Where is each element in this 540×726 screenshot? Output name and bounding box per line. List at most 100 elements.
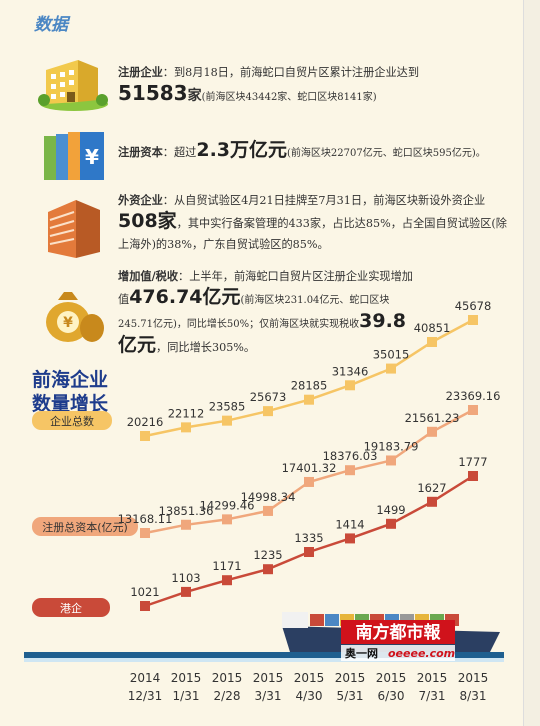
x-tick-year: 2015 <box>171 671 202 685</box>
foreign-enterprises-item: 外资企业：从自贸试验区4月21日挂牌至7月31日，前海区块新设外资企业 508家，… <box>118 190 514 255</box>
data-point <box>345 533 355 544</box>
foreign-number: 508家 <box>118 210 177 232</box>
data-point <box>140 431 150 441</box>
x-tick-date: 12/31 <box>128 689 163 703</box>
data-point <box>263 564 273 575</box>
data-point <box>427 496 437 507</box>
x-tick-date: 6/30 <box>378 689 405 703</box>
data-label: 1103 <box>171 571 200 585</box>
registered-label: 注册企业 <box>118 66 163 79</box>
x-axis-band <box>118 664 508 712</box>
money-bag-icon: ¥ <box>46 292 104 342</box>
capital-number: 2.3万亿元 <box>196 139 288 161</box>
data-point <box>386 363 396 374</box>
tax-text3: ，同比增长305%。 <box>156 341 256 354</box>
data-point <box>140 528 150 538</box>
data-label: 17401.32 <box>282 461 337 475</box>
data-point <box>263 505 273 516</box>
data-label: 1235 <box>253 548 282 562</box>
chart-title-line1: 前海企业 <box>32 368 108 391</box>
foreign-label: 外资企业 <box>118 194 163 207</box>
x-tick-date: 3/31 <box>255 689 282 703</box>
data-point <box>427 426 437 437</box>
x-tick-year: 2015 <box>376 671 407 685</box>
series-label-1: 企业总数 <box>50 414 94 428</box>
data-label: 25673 <box>250 390 287 404</box>
registered-text: ：到8月18日，前海蛇口自贸片区累计注册企业达到 <box>162 66 420 79</box>
data-label: 1335 <box>294 531 323 545</box>
tax-number1: 476.74亿元 <box>129 286 241 308</box>
data-label: 13168.11 <box>118 512 173 526</box>
x-tick-year: 2015 <box>417 671 448 685</box>
data-point <box>468 471 478 481</box>
data-label: 1777 <box>458 455 487 469</box>
x-tick-year: 2015 <box>335 671 366 685</box>
registered-detail: (前海区块43442家、蛇口区块8141家) <box>201 92 377 103</box>
office-tower-icon <box>48 200 100 258</box>
svg-text:¥: ¥ <box>63 315 73 331</box>
tax-text: ：上半年，前海蛇口自贸片区注册企业实现增加值 <box>118 270 413 306</box>
data-label: 45678 <box>455 299 492 313</box>
data-label: 13851.36 <box>159 504 214 518</box>
data-point <box>345 380 355 391</box>
data-point <box>181 422 191 433</box>
foreign-text: ：从自贸试验区4月21日挂牌至7月31日，前海区块新设外资企业 <box>162 194 486 207</box>
data-label: 1414 <box>335 517 364 531</box>
data-label: 18376.03 <box>323 449 378 463</box>
series-label-box-1 <box>32 411 112 430</box>
data-label: 21561.23 <box>405 411 460 425</box>
watermark-site: 奥一网 <box>344 646 378 660</box>
data-label: 22112 <box>168 406 205 420</box>
x-tick-year: 2015 <box>212 671 243 685</box>
data-point <box>222 514 232 525</box>
tax-label: 增加值/税收 <box>118 270 179 283</box>
x-tick-date: 5/31 <box>337 689 364 703</box>
data-point <box>304 394 314 405</box>
capital-detail: (前海区块22707亿元、蛇口区块595亿元)。 <box>287 148 486 159</box>
data-point <box>181 586 191 597</box>
x-tick-date: 1/31 <box>173 689 200 703</box>
x-tick-year: 2015 <box>253 671 284 685</box>
capital-text: ：超过 <box>162 146 197 159</box>
data-label: 40851 <box>414 321 451 335</box>
tax-text2: (前海区块231.04亿元、蛇口区块245.71亿元)，同比增长50%；仅前海区… <box>118 295 390 330</box>
watermark-domain: oeeee.com <box>388 647 455 660</box>
data-label: 14998.34 <box>241 490 296 504</box>
x-tick-date: 8/31 <box>460 689 487 703</box>
series-label-3: 港企 <box>60 601 82 615</box>
data-label: 1171 <box>212 559 241 573</box>
data-point <box>468 405 478 415</box>
watermark-brand-box <box>341 620 455 644</box>
x-tick-date: 2/28 <box>214 689 241 703</box>
value-added-tax-item: 增加值/税收：上半年，前海蛇口自贸片区注册企业实现增加值476.74亿元(前海区… <box>118 266 418 358</box>
data-label: 28185 <box>291 379 328 393</box>
registered-number: 51583 <box>118 81 188 105</box>
section-header: 数据 <box>34 15 68 35</box>
data-point <box>304 476 314 487</box>
x-tick-year: 2015 <box>294 671 325 685</box>
adjacent-column-edge <box>523 0 540 726</box>
data-point <box>222 575 232 586</box>
series-label-2: 注册总资本(亿元) <box>42 520 128 534</box>
registered-unit: 家 <box>187 88 202 104</box>
watermark-site-box <box>341 645 455 661</box>
data-label: 1021 <box>130 585 159 599</box>
building-icon <box>38 60 108 111</box>
data-label: 31346 <box>332 364 369 378</box>
data-point <box>386 455 396 466</box>
data-label: 20216 <box>127 415 164 429</box>
data-point <box>222 415 232 426</box>
series-label-box-2 <box>32 517 138 536</box>
series-label-box-3 <box>32 598 110 617</box>
data-point <box>386 518 396 529</box>
capital-label: 注册资本 <box>118 146 163 159</box>
cash-ledger-icon: ¥ <box>44 132 104 180</box>
x-tick-year: 2015 <box>458 671 489 685</box>
x-tick-date: 4/30 <box>296 689 323 703</box>
data-point <box>427 336 437 347</box>
registered-capital-item: 注册资本：超过2.3万亿元(前海区块22707亿元、蛇口区块595亿元)。 <box>118 140 514 164</box>
data-point <box>468 315 478 325</box>
chart-title-line2: 数量增长 <box>32 392 109 415</box>
data-point <box>304 547 314 558</box>
x-tick-date: 7/31 <box>419 689 446 703</box>
